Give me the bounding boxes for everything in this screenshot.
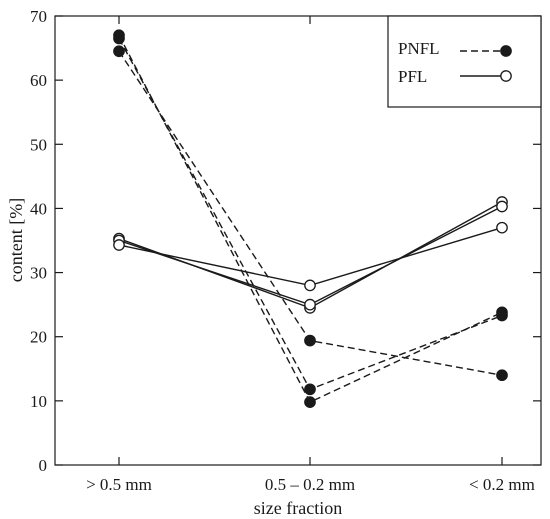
x-tick-label: 0.5 – 0.2 mm: [265, 475, 355, 494]
data-point-pnfl: [304, 383, 316, 396]
data-point-pfl: [304, 298, 316, 311]
x-axis-label: size fraction: [254, 498, 342, 518]
x-axis: > 0.5 mm 0.5 – 0.2 mm < 0.2 mm: [86, 16, 535, 494]
x-tick-label: < 0.2 mm: [469, 475, 535, 494]
legend-label-pfl: PFL: [398, 67, 427, 86]
series-layer: [113, 29, 508, 408]
legend-box: [387, 15, 542, 108]
data-point-pfl: [496, 200, 508, 213]
data-point-pnfl: [304, 396, 316, 408]
y-tick-label: 70: [30, 7, 47, 26]
y-tick-label: 30: [30, 264, 47, 283]
plot-frame: [54, 15, 542, 466]
data-point-pnfl: [304, 334, 316, 347]
legend-label-pnfl: PNFL: [398, 39, 440, 58]
y-axis-label: content [%]: [6, 198, 26, 282]
data-point-pnfl: [113, 32, 125, 45]
y-axis: 0 10 20 30 40 50 60 70: [30, 7, 541, 475]
x-tick-label: > 0.5 mm: [86, 475, 152, 494]
y-tick-label: 40: [30, 199, 47, 218]
data-point-pfl: [113, 239, 125, 251]
data-point-pnfl: [113, 45, 125, 58]
legend-marker-pfl: [500, 70, 512, 82]
y-tick-label: 0: [39, 456, 48, 475]
data-point-pnfl: [496, 369, 508, 382]
y-tick-label: 60: [30, 71, 47, 90]
data-point-pfl: [496, 221, 508, 234]
legend: PNFL PFL: [387, 15, 542, 108]
data-point-pnfl: [496, 309, 508, 322]
series-line-pfl: [118, 201, 503, 309]
data-point-pfl: [304, 279, 316, 292]
legend-marker-pnfl: [500, 45, 512, 57]
y-tick-label: 20: [30, 328, 47, 347]
y-tick-label: 10: [30, 392, 47, 411]
y-tick-label: 50: [30, 135, 47, 154]
